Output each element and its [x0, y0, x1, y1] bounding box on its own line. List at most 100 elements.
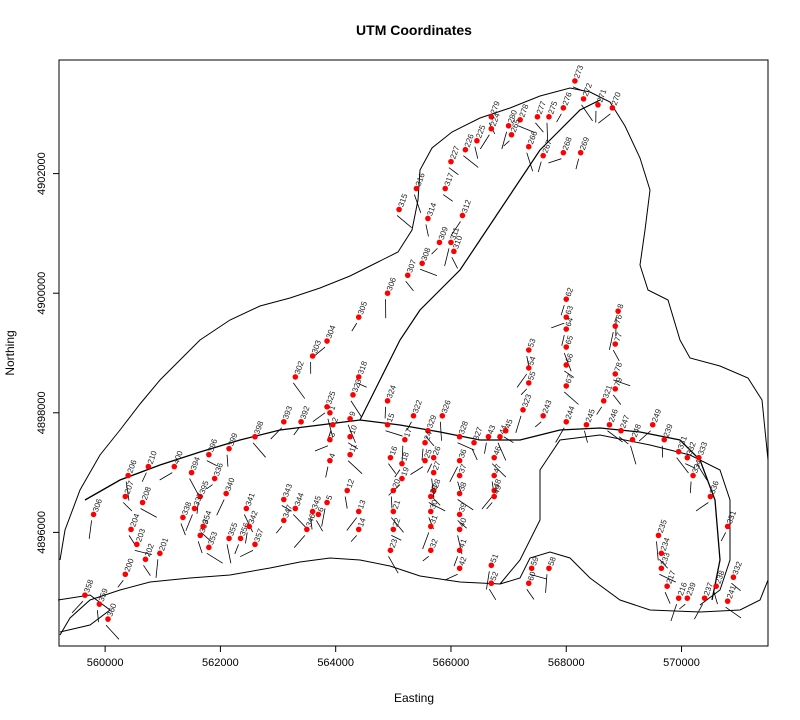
sample-point	[344, 487, 351, 494]
sample-point	[413, 185, 420, 192]
x-tick-label: 568000	[548, 657, 585, 669]
sample-point-label: 279	[489, 99, 502, 115]
sample-point	[664, 583, 670, 590]
sample-point-label: 353	[206, 530, 219, 546]
stream-segment	[526, 152, 534, 172]
sample-point-label: 322	[411, 398, 424, 414]
sample-point	[563, 362, 570, 368]
stream-segment	[293, 382, 306, 399]
stream-segment	[252, 442, 266, 458]
sample-point	[145, 463, 152, 470]
stream-segment	[656, 541, 659, 561]
sample-point	[661, 436, 668, 443]
sample-point	[390, 508, 397, 515]
stream-segment	[350, 400, 362, 418]
sample-point	[684, 595, 691, 601]
sample-point-label: 271	[595, 87, 608, 103]
stream-segment	[431, 248, 438, 255]
sample-point-label: 355	[226, 521, 239, 537]
sample-point	[724, 523, 731, 530]
x-tick-label: 570000	[663, 657, 700, 669]
stream-segment	[497, 442, 507, 461]
sample-point	[226, 445, 232, 452]
sample-point-label: 46	[492, 444, 504, 456]
sample-point	[427, 523, 434, 530]
stream-segment	[670, 604, 678, 622]
sample-point-label: 234	[659, 536, 672, 552]
sample-point	[399, 460, 405, 467]
sample-point	[675, 595, 682, 601]
sample-point	[128, 526, 134, 533]
sample-point	[456, 433, 463, 440]
stream-segment	[321, 508, 326, 527]
stream-segment	[405, 281, 414, 292]
sample-point-label: 29	[428, 483, 440, 495]
stream-segment	[281, 505, 292, 512]
sample-point	[609, 105, 616, 111]
sample-point-label: 11	[348, 442, 359, 453]
sample-point	[252, 541, 258, 548]
y-tick-label: 4902000	[36, 152, 48, 195]
sample-point-label: 76	[613, 313, 625, 325]
stream-segment	[457, 442, 475, 451]
sample-point	[497, 433, 503, 440]
sample-point	[197, 493, 204, 500]
stream-segment	[140, 508, 157, 518]
sample-point	[223, 490, 229, 497]
stream-segment	[664, 592, 671, 604]
stream-segment	[391, 535, 402, 541]
sample-point	[324, 499, 330, 506]
sample-point-label: 304	[324, 324, 337, 340]
sample-point	[696, 454, 702, 461]
sample-point-label: 331	[676, 434, 689, 450]
x-axis: 560000 562000 564000 566000 568000 570000	[87, 646, 700, 669]
stream-segment	[125, 481, 130, 501]
stream-segment	[491, 463, 507, 478]
sample-point	[612, 341, 619, 347]
stream-segment	[216, 499, 225, 516]
sample-point	[427, 493, 434, 500]
y-tick-label: 4900000	[36, 272, 48, 315]
sample-point-label: 248	[630, 422, 643, 438]
sample-point	[427, 547, 434, 554]
sample-point-label: 395	[198, 479, 211, 495]
sample-point	[488, 125, 495, 132]
stream-segment	[347, 424, 356, 443]
plot-frame	[58, 59, 769, 647]
sample-point	[246, 523, 253, 530]
sample-point-label: 342	[247, 509, 260, 525]
sample-point-label: 247	[618, 413, 631, 429]
sample-point	[281, 496, 287, 503]
stream-segment	[561, 334, 565, 346]
sample-point	[410, 412, 417, 419]
sample-point-label: 14	[356, 516, 368, 528]
stream-segment	[422, 532, 430, 550]
sample-point-label: 4	[327, 452, 337, 460]
sample-point	[615, 308, 621, 314]
sample-point	[396, 206, 402, 213]
sample-point-label: 323	[350, 377, 363, 393]
sample-point	[456, 565, 463, 572]
sample-point-label: 30	[428, 498, 440, 510]
stream-segment	[439, 421, 442, 441]
sample-point-label: 41	[457, 537, 469, 549]
sample-point-label: 42	[457, 555, 469, 567]
sample-point-label: 328	[457, 419, 470, 435]
sample-point	[422, 439, 428, 446]
sample-point-label: 39	[457, 501, 469, 513]
sample-point	[577, 149, 584, 156]
stream-segment	[564, 370, 575, 378]
sample-point-label: 317	[443, 171, 456, 187]
sample-point	[525, 143, 532, 150]
sample-point-label: 336	[708, 479, 721, 495]
stream-segment	[556, 113, 562, 123]
sample-point	[563, 418, 570, 425]
stream-segment	[117, 580, 124, 588]
y-axis: 4896000 4898000 4900000 4902000	[36, 152, 59, 554]
sample-point-label: 59	[529, 555, 541, 567]
sample-point-label: 36	[457, 447, 469, 459]
sample-point-label: 49	[492, 483, 504, 495]
sample-point-label: 17	[402, 426, 414, 438]
stream-segment	[388, 556, 399, 574]
x-tick-label: 560000	[87, 657, 124, 669]
